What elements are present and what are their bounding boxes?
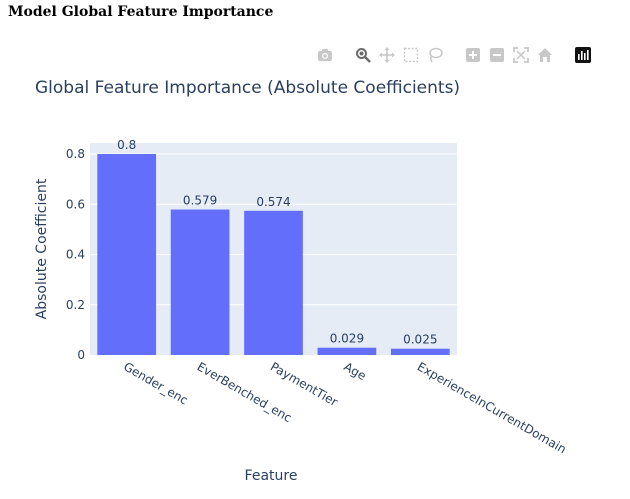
bars: 0.8 0.579 0.574 0.029 0.025	[97, 138, 450, 355]
zoom-out-icon[interactable]	[488, 46, 506, 64]
y-tick-label: 0.6	[66, 197, 85, 211]
y-axis-ticks: 0 0.2 0.4 0.6 0.8	[66, 147, 85, 362]
bar[interactable]	[317, 347, 377, 355]
bar-value-label: 0.579	[183, 194, 217, 208]
bar-value-label: 0.8	[117, 138, 136, 152]
bar-value-label: 0.029	[330, 332, 364, 346]
page-heading: Model Global Feature Importance	[8, 4, 274, 20]
camera-icon[interactable]	[316, 46, 334, 64]
chart-modebar	[316, 44, 592, 66]
x-tick-label: ExperienceInCurrentDomain	[415, 359, 569, 456]
y-axis-title: Absolute Coefficient	[34, 178, 50, 319]
reset-axes-icon[interactable]	[536, 46, 554, 64]
bar[interactable]	[97, 154, 157, 355]
bar-value-label: 0.025	[403, 333, 437, 347]
zoom-in-icon[interactable]	[464, 46, 482, 64]
box-select-icon[interactable]	[402, 46, 420, 64]
chart-title: Global Feature Importance (Absolute Coef…	[35, 78, 460, 98]
x-axis-title: Feature	[245, 468, 298, 484]
x-tick-label: Age	[341, 359, 368, 383]
autoscale-icon[interactable]	[512, 46, 530, 64]
y-tick-label: 0	[77, 348, 85, 362]
y-tick-label: 0.8	[66, 147, 85, 161]
bar[interactable]	[390, 348, 450, 355]
pan-icon[interactable]	[378, 46, 396, 64]
bar-value-label: 0.574	[256, 195, 290, 209]
plotly-logo-icon[interactable]	[574, 46, 592, 64]
y-tick-label: 0.2	[66, 298, 85, 312]
bar[interactable]	[170, 209, 230, 355]
zoom-icon[interactable]	[354, 46, 372, 64]
bar[interactable]	[244, 210, 303, 355]
x-tick-label: Gender_enc	[121, 359, 190, 407]
lasso-select-icon[interactable]	[426, 46, 444, 64]
y-tick-label: 0.4	[66, 248, 85, 262]
x-tick-label: PaymentTier	[268, 359, 340, 409]
